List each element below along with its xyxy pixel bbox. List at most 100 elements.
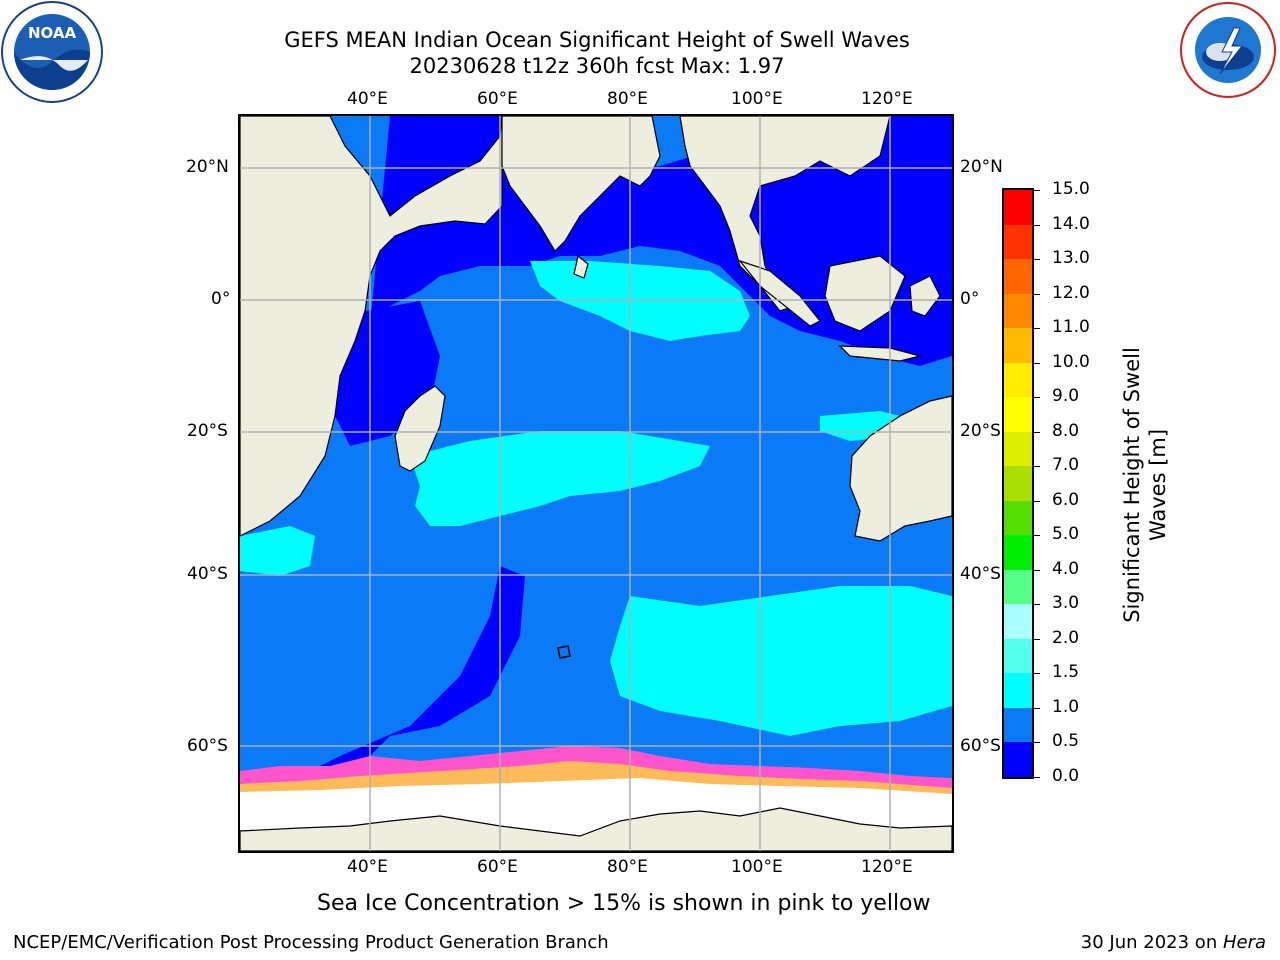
colorbar-tick-label: 9.0 bbox=[1052, 386, 1080, 406]
colorbar-tick-mark bbox=[1034, 363, 1040, 364]
swell-high-region-equatorial bbox=[530, 261, 750, 341]
bottom-tick-80e: 80°E bbox=[607, 857, 648, 877]
left-tick-20n: 20°N bbox=[186, 157, 229, 177]
colorbar-tick-label: 0.5 bbox=[1052, 731, 1080, 751]
swell-high-region-west-patch bbox=[240, 526, 315, 576]
colorbar-tick-label: 6.0 bbox=[1052, 490, 1080, 510]
swell-low-region-southwest bbox=[300, 566, 525, 816]
svg-text:NOAA: NOAA bbox=[28, 24, 77, 42]
colorbar-tick-label: 0.0 bbox=[1052, 766, 1080, 786]
top-tick-40e: 40°E bbox=[347, 89, 388, 109]
colorbar-segment bbox=[1004, 672, 1032, 708]
colorbar-segment bbox=[1004, 190, 1032, 225]
map-canvas bbox=[240, 116, 952, 851]
swell-high-region-subtropical bbox=[410, 431, 710, 526]
footer-right-date: 30 Jun 2023 on Hera bbox=[1081, 932, 1266, 953]
right-tick-40s: 40°S bbox=[960, 564, 1001, 584]
footer-date-text: 30 Jun 2023 on bbox=[1080, 932, 1223, 953]
colorbar-tick-mark bbox=[1034, 259, 1040, 260]
colorbar-tick-mark bbox=[1034, 673, 1040, 674]
colorbar-tick-label: 2.0 bbox=[1052, 628, 1080, 648]
colorbar-tick-mark bbox=[1034, 432, 1040, 433]
colorbar-tick-mark bbox=[1034, 328, 1040, 329]
colorbar-tick-mark bbox=[1034, 570, 1040, 571]
noaa-logo: NOAA bbox=[0, 0, 104, 104]
colorbar-tick-label: 12.0 bbox=[1052, 283, 1090, 303]
colorbar-tick-label: 1.0 bbox=[1052, 697, 1080, 717]
colorbar-segment bbox=[1004, 362, 1032, 398]
colorbar-tick-mark bbox=[1034, 742, 1040, 743]
colorbar-tick-mark bbox=[1034, 397, 1040, 398]
colorbar-tick-mark bbox=[1034, 466, 1040, 467]
nws-logo bbox=[1176, 0, 1280, 100]
colorbar bbox=[1002, 188, 1034, 779]
colorbar-tick-mark bbox=[1034, 501, 1040, 502]
colorbar-tick-mark bbox=[1034, 604, 1040, 605]
bottom-tick-120e: 120°E bbox=[861, 857, 913, 877]
footer-left-credit: NCEP/EMC/Verification Post Processing Pr… bbox=[13, 932, 609, 953]
land-sri-lanka bbox=[573, 254, 589, 279]
top-tick-120e: 120°E bbox=[861, 89, 913, 109]
title-line-2: 20230628 t12z 360h fcst Max: 1.97 bbox=[409, 54, 785, 78]
bottom-tick-40e: 40°E bbox=[347, 857, 388, 877]
land-india bbox=[501, 116, 661, 252]
colorbar-segment bbox=[1004, 534, 1032, 570]
left-tick-20s: 20°S bbox=[187, 421, 228, 441]
land-java bbox=[838, 345, 923, 362]
colorbar-segment bbox=[1004, 224, 1032, 260]
colorbar-label-line-1: Significant Height of Swell bbox=[1120, 347, 1144, 623]
colorbar-segment bbox=[1004, 465, 1032, 501]
colorbar-tick-mark bbox=[1034, 777, 1040, 778]
right-tick-20n: 20°N bbox=[960, 157, 1003, 177]
sea-ice-caption: Sea Ice Concentration > 15% is shown in … bbox=[317, 891, 931, 916]
right-tick-20s: 20°S bbox=[960, 421, 1001, 441]
top-tick-60e: 60°E bbox=[477, 89, 518, 109]
colorbar-segment bbox=[1004, 327, 1032, 363]
colorbar-segment bbox=[1004, 500, 1032, 536]
land-kerguelen-islands bbox=[557, 645, 571, 659]
top-tick-80e: 80°E bbox=[607, 89, 648, 109]
colorbar-label-line-2: Waves [m] bbox=[1146, 428, 1170, 542]
colorbar-segment bbox=[1004, 293, 1032, 329]
colorbar-tick-label: 4.0 bbox=[1052, 559, 1080, 579]
colorbar-tick-label: 13.0 bbox=[1052, 248, 1090, 268]
colorbar-tick-label: 14.0 bbox=[1052, 214, 1090, 234]
colorbar-tick-label: 3.0 bbox=[1052, 593, 1080, 613]
bottom-tick-60e: 60°E bbox=[477, 857, 518, 877]
colorbar-tick-label: 1.5 bbox=[1052, 662, 1080, 682]
colorbar-tick-mark bbox=[1034, 190, 1040, 191]
colorbar-tick-label: 15.0 bbox=[1052, 179, 1090, 199]
colorbar-tick-mark bbox=[1034, 535, 1040, 536]
colorbar-segment bbox=[1004, 707, 1032, 743]
left-tick-60s: 60°S bbox=[187, 736, 228, 756]
colorbar-segment bbox=[1004, 603, 1032, 639]
map-panel[interactable] bbox=[238, 114, 954, 853]
colorbar-tick-label: 7.0 bbox=[1052, 455, 1080, 475]
bottom-tick-100e: 100°E bbox=[731, 857, 783, 877]
footer-host: Hera bbox=[1222, 932, 1266, 953]
chart-title: GEFS MEAN Indian Ocean Significant Heigh… bbox=[0, 27, 1194, 79]
title-line-1: GEFS MEAN Indian Ocean Significant Heigh… bbox=[284, 28, 910, 52]
colorbar-tick-label: 8.0 bbox=[1052, 421, 1080, 441]
colorbar-tick-mark bbox=[1034, 225, 1040, 226]
colorbar-tick-mark bbox=[1034, 639, 1040, 640]
colorbar-segment bbox=[1004, 741, 1032, 777]
land-africa bbox=[240, 116, 503, 537]
colorbar-segment bbox=[1004, 638, 1032, 674]
map-gridlines bbox=[240, 116, 952, 851]
colorbar-segment bbox=[1004, 258, 1032, 294]
colorbar-segment bbox=[1004, 431, 1032, 467]
land-madagascar bbox=[394, 385, 446, 472]
colorbar-segment bbox=[1004, 569, 1032, 605]
colorbar-tick-mark bbox=[1034, 294, 1040, 295]
land-sulawesi bbox=[909, 275, 941, 317]
top-tick-100e: 100°E bbox=[731, 89, 783, 109]
left-tick-40s: 40°S bbox=[187, 564, 228, 584]
swell-high-region-southern bbox=[610, 586, 952, 736]
right-tick-60s: 60°S bbox=[960, 736, 1001, 756]
colorbar-tick-mark bbox=[1034, 708, 1040, 709]
left-tick-0: 0° bbox=[211, 289, 231, 309]
colorbar-tick-label: 5.0 bbox=[1052, 524, 1080, 544]
land-antarctica bbox=[240, 807, 952, 851]
colorbar-tick-label: 11.0 bbox=[1052, 317, 1090, 337]
